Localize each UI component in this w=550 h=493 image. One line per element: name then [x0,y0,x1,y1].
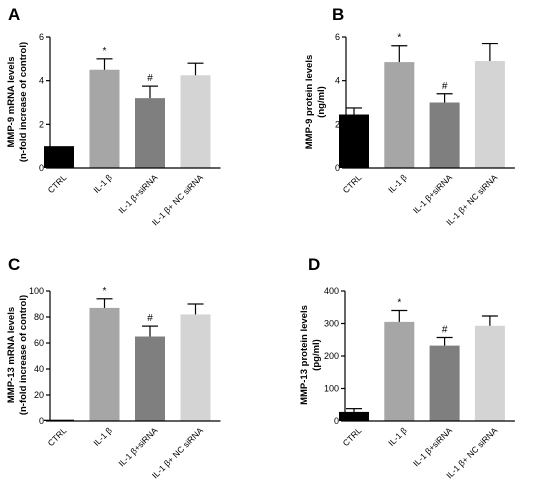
panel-a-category-label-2: IL-1 β+siRNA [116,172,159,215]
panel-d-y-tick-label-2: 200 [324,351,339,361]
panel-d-ylabel-line2: (pg/ml) [311,339,322,371]
panel-d-annotation-1: * [397,298,401,309]
panel-a-y-tick-label-0: 0 [39,163,44,173]
panel-a: A MMP-9 mRNA levels (n-fold increase of … [6,5,221,227]
panel-b-bar-2 [429,102,460,168]
panel-d-error-bar-0 [346,408,362,412]
panel-a-bar-2 [135,98,165,168]
panel-d-error-bar-1 [391,309,408,322]
panel-a-error-bar-1 [96,58,113,70]
panel-b-bar-3 [474,61,505,169]
panel-d-letter: D [308,255,320,274]
panel-a-y-tick-label-2: 4 [39,76,44,86]
panel-d-bar-0 [339,411,369,421]
panel-d-bar-3 [474,325,505,421]
panel-c: C MMP-13 mRNA levels (n-fold increase of… [6,255,221,480]
panel-c-bar-3 [180,314,211,421]
panel-b-letter: B [332,5,344,24]
panel-c-ylabel-line1: MMP-13 mRNA levels [6,307,17,403]
panel-a-category-label-1: IL-1 β [91,172,114,195]
panel-b: B MMP-9 protein levels (ng/ml) * #0 2 4 6 CTR… [304,5,515,227]
panel-c-category-label-2: IL-1 β+siRNA [116,425,159,468]
panel-b-annotation-2: # [442,81,448,92]
panel-d-error-bar-2 [436,336,453,346]
panel-d-bar-1 [384,321,415,421]
panel-d-category-label-0: CTRL [341,425,364,448]
panel-b-category-label-0: CTRL [341,172,364,195]
panel-b-annotation-1: * [397,33,401,44]
panel-a-bar-3 [180,75,211,168]
panel-d-error-bar-3 [481,315,498,326]
panel-c-error-bar-1 [96,298,113,308]
panel-b-bar-0 [339,114,369,168]
panel-c-letter: C [8,255,20,274]
panel-d-annotation-2: # [442,324,448,335]
panel-c-category-label-0: CTRL [46,425,69,448]
panel-b-y-tick-label-0: 0 [335,163,340,173]
panel-a-error-bar-2 [142,85,158,99]
panel-b-y-tick-label-3: 6 [335,32,340,42]
panel-c-y-tick-label-1: 20 [34,390,44,400]
panel-d-y-tick-label-0: 0 [334,416,339,426]
panel-d-bar-2 [429,345,460,421]
panel-a-bar-1 [89,69,120,168]
panel-c-y-tick-label-3: 60 [34,338,44,348]
panel-c-bar-0 [44,419,74,421]
panel-a-y-tick-label-3: 6 [39,32,44,42]
panel-a-bar-0 [44,146,74,168]
panel-c-annotation-2: # [147,313,153,324]
panel-b-bar-1 [384,62,415,168]
panel-b-error-bar-3 [481,42,498,62]
panel-a-annotation-2: # [147,73,153,84]
panel-c-ylabel: MMP-13 mRNA levels (n-fold increase of c… [6,295,29,415]
panel-c-bar-1 [89,307,120,421]
panel-b-ylabel-line1: MMP-9 protein levels [304,55,315,150]
panel-b-y-tick-label-1: 2 [335,119,340,129]
panel-d-ylabel-line1: MMP-13 protein levels [299,305,310,405]
panel-b-error-bar-1 [391,45,408,63]
panel-c-error-bar-2 [142,325,158,337]
panel-c-annotation-1: * [103,286,107,297]
panel-a-category-label-0: CTRL [46,172,69,195]
panel-b-category-label-1: IL-1 β [386,172,409,195]
panel-b-error-bar-0 [346,107,362,115]
panel-d-category-label-2: IL-1 β+siRNA [411,425,454,468]
panel-a-ylabel: MMP-9 mRNA levels (n-fold increase of co… [6,42,29,162]
panel-a-y-tick-label-1: 2 [39,119,44,129]
panel-d-y-tick-label-3: 300 [324,319,339,329]
panel-c-category-label-1: IL-1 β [91,425,114,448]
panel-d-y-tick-label-1: 100 [324,384,339,394]
panel-d-y-tick-label-4: 400 [324,286,339,296]
panel-d: D MMP-13 protein levels (pg/ml) * #0 100 20… [299,255,515,480]
panel-a-ylabel-line1: MMP-9 mRNA levels [6,57,17,148]
panel-c-ylabel-line2: (n-fold increase of control) [18,295,29,415]
panel-a-error-bar-3 [187,62,204,76]
panel-b-y-tick-label-2: 4 [335,76,340,86]
panel-a-letter: A [8,5,20,24]
panel-b-ylabel: MMP-9 protein levels (ng/ml) [304,55,327,150]
panel-c-y-tick-label-2: 40 [34,364,44,374]
panel-c-bar-2 [135,336,165,421]
panel-c-y-tick-label-5: 100 [29,286,44,296]
panel-b-category-label-2: IL-1 β+siRNA [411,172,454,215]
panel-c-error-bar-3 [187,303,204,315]
panel-d-ylabel: MMP-13 protein levels (pg/ml) [299,305,322,405]
panel-b-error-bar-2 [436,93,453,103]
panel-d-category-label-1: IL-1 β [386,425,409,448]
panel-c-y-tick-label-4: 80 [34,312,44,322]
panel-b-ylabel-line2: (ng/ml) [316,86,327,118]
panel-a-annotation-1: * [103,46,107,57]
panel-a-ylabel-line2: (n-fold increase of control) [18,42,29,162]
panel-c-y-tick-label-0: 0 [39,416,44,426]
